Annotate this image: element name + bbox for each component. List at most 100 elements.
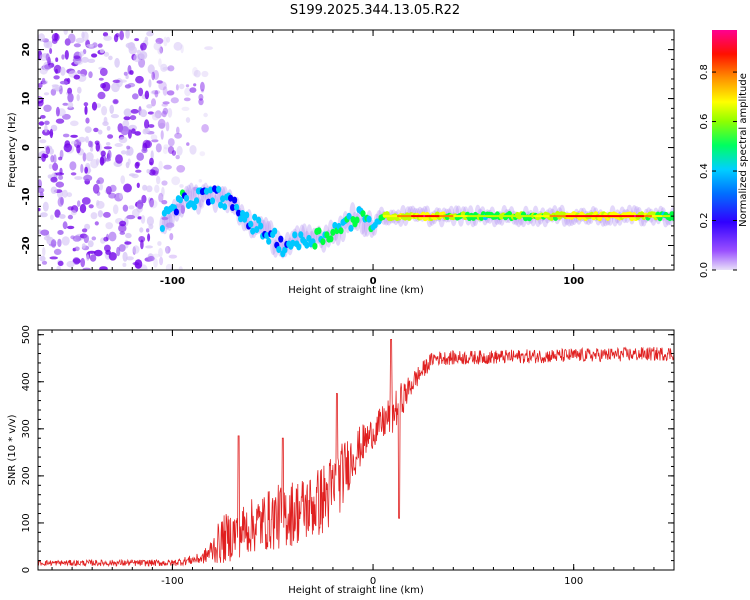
spectrogram-noise-cell [176,165,186,173]
spectrogram-noise-cell [49,256,58,260]
spectrogram-noise-cell [49,128,54,139]
spectrogram-peak-cell [660,215,663,218]
spectrogram-noise-cell [112,204,119,215]
spectrogram-noise-cell [123,71,128,76]
spectrogram-noise-cell [162,107,169,115]
spectrogram-noise-cell [160,130,164,140]
spectrogram-noise-cell [73,55,81,59]
spectrogram-noise-cell [87,240,94,248]
spectrogram-noise-cell [81,228,88,233]
spectrogram-noise-cell [96,179,101,185]
spectrogram-signal-cell [278,235,284,243]
spectrogram-noise-cell [119,220,127,227]
spectrogram-peak-cell [441,215,444,218]
spectrogram-noise-cell [180,44,184,54]
spectrogram-noise-cell [145,245,154,249]
spectrogram-noise-cell [96,199,100,206]
spectrogram-peak-cell [539,215,542,218]
spectrogram-noise-cell [83,174,93,182]
spectrogram-noise-cell [95,158,100,166]
spectrogram-peak-cell [593,215,597,218]
spectrogram-peak-cell [651,215,655,218]
spectrogram-noise-cell [198,98,204,106]
spectrogram-noise-cell [103,35,112,41]
spectrogram-noise-cell [77,86,82,94]
spectrogram-noise-cell [198,199,205,209]
spectrogram-peak-cell [445,215,448,218]
spectrogram-noise-cell [122,262,127,267]
spectrogram-peak-cell [577,215,581,218]
spectrogram-peak-cell [451,215,454,218]
spectrogram-noise-cell [157,118,166,129]
spectrogram-peak-cell [635,215,639,218]
spectrogram-noise-cell [81,243,86,249]
spectrogram-peak-cell [427,215,430,218]
spectrogram-noise-cell [87,58,96,64]
spectrogram-peak-cell [649,215,653,218]
spectrogram-noise-cell [50,186,58,194]
spectrogram-noise-cell [70,210,77,216]
spectrogram-noise-cell [44,64,52,70]
spectrogram-noise-cell [175,84,179,91]
spectrogram-noise-cell [148,223,154,230]
spectrogram-noise-cell [135,169,142,173]
snr-xtick-label: 100 [564,576,583,587]
spectrogram-noise-cell [99,48,105,54]
spectrogram-peak-cell [619,215,623,218]
spectrogram-noise-cell [108,55,113,61]
spectrogram-peak-cell [447,215,450,218]
spectrogram-noise-cell [62,133,70,138]
spectrogram-noise-cell [189,145,197,155]
spectrogram-ytick-label: 10 [21,92,32,106]
spectrogram-noise-cell [114,143,123,147]
spectrogram-peak-cell [637,215,641,218]
spectrogram-noise-cell [99,67,108,77]
spectrogram-noise-cell [50,176,58,183]
spectrogram-noise-cell [70,235,75,240]
spectrogram-noise-cell [139,109,148,118]
colorbar-label: Normalized spectral amplitude [738,73,749,227]
spectrogram-noise-cell [86,254,90,261]
spectrogram-noise-cell [151,98,156,107]
spectrogram-noise-cell [165,246,169,254]
snr-ytick-label: 100 [21,513,32,532]
spectrogram-noise-cell [82,31,89,42]
spectrogram-signal-cell [244,211,250,219]
spectrogram-peak-cell [565,215,569,218]
spectrogram-noise-cell [153,42,162,51]
spectrogram-noise-cell [106,125,111,131]
spectrogram-noise-cell [90,212,98,220]
spectrogram-noise-cell [90,147,94,152]
spectrogram-peak-cell [529,215,532,218]
spectrogram-noise-cell [112,79,121,84]
spectrogram-noise-cell [74,246,80,252]
spectrogram-noise-cell [201,124,209,133]
spectrogram-noise-cell [148,79,152,88]
spectrogram-peak-cell [507,215,510,218]
spectrogram-noise-cell [180,205,185,214]
spectrogram-peak-cell [597,215,601,218]
spectrogram-signal-cell [234,203,240,211]
spectrogram-noise-cell [147,255,155,262]
spectrogram-noise-cell [146,169,151,174]
spectrogram-peak-cell [591,215,595,218]
spectrogram-signal-cell [354,216,360,224]
spectrogram-noise-cell [142,184,148,191]
spectrogram-noise-cell [108,251,117,261]
spectrogram-peak-cell [405,215,408,218]
spectrogram-noise-cell [63,30,68,35]
spectrogram-noise-cell [144,127,150,134]
spectrogram-peak-cell [535,215,538,218]
spectrogram-noise-cell [40,115,46,119]
spectrogram-peak-cell [399,215,402,218]
spectrogram-noise-cell [176,126,180,135]
spectrogram-noise-cell [142,139,151,149]
spectrogram-peak-cell [545,215,548,218]
spectrogram-peak-cell [617,215,621,218]
spectrogram-noise-cell [81,56,89,63]
spectrogram-noise-cell [84,166,88,174]
spectrogram-noise-cell [174,132,183,139]
spectrogram-noise-cell [40,229,50,236]
snr-xtick-label: 0 [370,576,376,587]
